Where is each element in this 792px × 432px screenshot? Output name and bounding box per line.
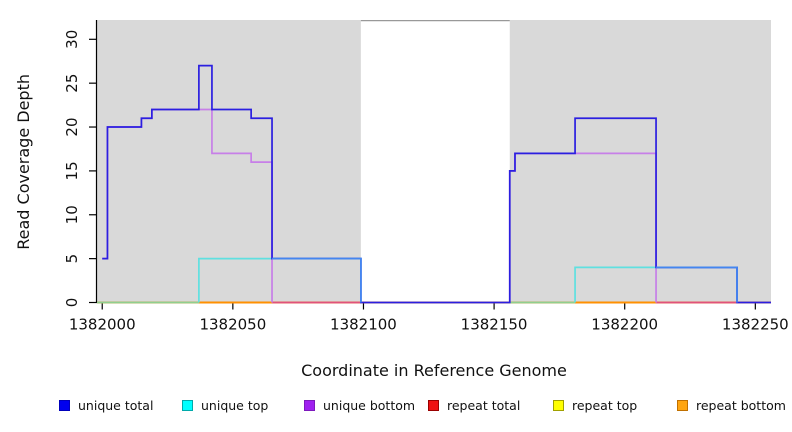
- gap-region: [360, 20, 510, 303]
- legend-item-repeat-top: repeat top: [553, 395, 637, 415]
- y-tick-label: 5: [63, 254, 81, 264]
- x-axis-title: Coordinate in Reference Genome: [301, 361, 567, 380]
- x-tick-label: 1382000: [69, 316, 136, 334]
- legend-swatch-repeat-bottom: [677, 399, 688, 411]
- legend-item-unique-bottom: unique bottom: [304, 395, 415, 415]
- legend-label: unique top: [201, 397, 269, 413]
- chart-canvas: 1382000 1382050 1382100 1382150 1382200 13822…: [63, 19, 789, 334]
- legend-swatch-unique-top: [182, 399, 193, 411]
- x-tick-label: 1382200: [591, 316, 658, 334]
- legend-swatch-repeat-top: [553, 399, 564, 411]
- legend-label: unique bottom: [323, 397, 416, 413]
- overlap-highlight-line: [272, 257, 362, 303]
- legend-item-repeat-bottom: repeat bottom: [677, 395, 786, 415]
- legend-item-unique-total: unique total: [59, 395, 153, 415]
- legend: unique total unique top unique bottom repea…: [0, 395, 792, 417]
- y-tick-label: 15: [63, 161, 81, 180]
- y-axis-title: Read Coverage Depth: [14, 73, 33, 250]
- y-axis-title-wrap: Read Coverage Depth: [14, 20, 33, 303]
- legend-swatch-repeat-total: [428, 399, 439, 411]
- y-tick-label: 30: [63, 30, 81, 49]
- x-tick-label: 1382050: [199, 316, 266, 334]
- overlap-highlight-line: [656, 266, 738, 303]
- legend-label: unique total: [78, 397, 154, 413]
- series-unique-total-line: [102, 64, 771, 304]
- y-tick-label: 0: [63, 298, 81, 308]
- y-tick-label: 25: [63, 74, 81, 93]
- legend-label: repeat top: [572, 397, 638, 413]
- x-tick-label: 1382100: [330, 316, 397, 334]
- legend-item-unique-top: unique top: [182, 395, 268, 415]
- legend-label: repeat total: [447, 397, 521, 413]
- legend-swatch-unique-bottom: [304, 399, 315, 411]
- legend-item-repeat-total: repeat total: [428, 395, 520, 415]
- legend-label: repeat bottom: [696, 397, 786, 413]
- y-tick-label: 20: [63, 117, 81, 136]
- x-tick-label: 1382250: [722, 316, 789, 334]
- x-tick-label: 1382150: [461, 316, 528, 334]
- y-tick-label: 10: [63, 205, 81, 224]
- legend-swatch-unique-total: [59, 399, 70, 411]
